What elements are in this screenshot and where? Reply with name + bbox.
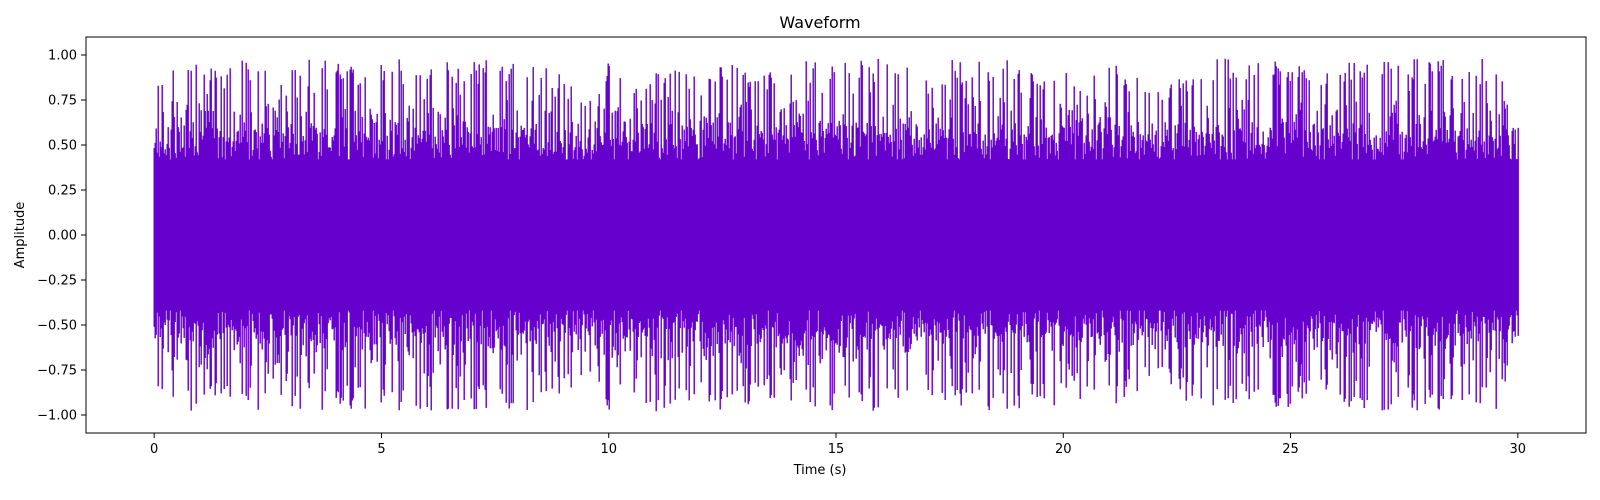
x-axis: 0 5 10 15 20 25 30 bbox=[150, 433, 1526, 457]
y-tick-label: 0.50 bbox=[48, 139, 77, 154]
y-tick-label: −1.00 bbox=[37, 409, 77, 424]
x-tick-label: 20 bbox=[1055, 442, 1072, 457]
x-tick-label: 25 bbox=[1282, 442, 1299, 457]
y-tick-label: −0.75 bbox=[37, 364, 77, 379]
y-tick-label: −0.50 bbox=[37, 319, 77, 334]
y-axis-title: Amplitude bbox=[13, 202, 28, 269]
x-tick-label: 10 bbox=[600, 442, 617, 457]
y-tick-label: 0.25 bbox=[48, 184, 77, 199]
y-tick-label: 0.00 bbox=[48, 229, 77, 244]
plot-area bbox=[153, 58, 1519, 412]
x-tick-label: 0 bbox=[150, 442, 158, 457]
chart-title: Waveform bbox=[779, 13, 860, 32]
x-tick-label: 30 bbox=[1510, 442, 1527, 457]
y-axis: −1.00 −0.75 −0.50 −0.25 0.00 0.25 0.50 0.75 1.00 bbox=[37, 49, 86, 424]
x-tick-label: 15 bbox=[828, 442, 845, 457]
y-tick-label: 1.00 bbox=[48, 49, 77, 64]
y-tick-label: −0.25 bbox=[37, 274, 77, 289]
x-axis-title: Time (s) bbox=[793, 463, 847, 478]
x-tick-label: 5 bbox=[377, 442, 385, 457]
waveform-core-band bbox=[154, 159, 1518, 311]
y-tick-label: 0.75 bbox=[48, 94, 77, 109]
